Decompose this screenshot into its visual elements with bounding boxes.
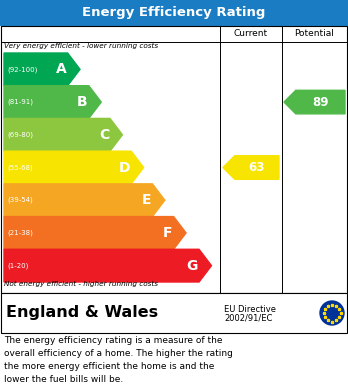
Text: EU Directive: EU Directive	[224, 305, 276, 314]
Text: (39-54): (39-54)	[7, 197, 33, 203]
Polygon shape	[4, 249, 212, 282]
Bar	[1, 293, 347, 333]
Text: (81-91): (81-91)	[7, 99, 33, 105]
Text: Potential: Potential	[294, 29, 334, 38]
Text: Very energy efficient - lower running costs: Very energy efficient - lower running co…	[4, 43, 158, 49]
Polygon shape	[4, 217, 186, 249]
Text: E: E	[142, 193, 151, 207]
Text: Current: Current	[234, 29, 268, 38]
Text: D: D	[119, 160, 130, 174]
Text: (21-38): (21-38)	[7, 230, 33, 236]
Text: 63: 63	[249, 161, 265, 174]
Text: (55-68): (55-68)	[7, 164, 33, 171]
Text: Energy Efficiency Rating: Energy Efficiency Rating	[82, 6, 266, 19]
Text: (69-80): (69-80)	[7, 131, 33, 138]
Text: F: F	[163, 226, 173, 240]
Polygon shape	[223, 156, 279, 179]
Polygon shape	[4, 53, 80, 86]
Text: G: G	[187, 258, 198, 273]
Circle shape	[320, 301, 344, 325]
Bar	[1, 26, 347, 293]
Text: B: B	[77, 95, 88, 109]
Text: The energy efficiency rating is a measure of the
overall efficiency of a home. T: The energy efficiency rating is a measur…	[4, 336, 233, 384]
Text: A: A	[56, 62, 66, 76]
Bar	[0, 0, 348, 25]
Text: England & Wales: England & Wales	[6, 305, 158, 321]
Polygon shape	[4, 184, 165, 217]
Text: C: C	[99, 128, 109, 142]
Text: 89: 89	[312, 95, 329, 109]
Polygon shape	[4, 86, 101, 118]
Text: 2002/91/EC: 2002/91/EC	[224, 314, 272, 323]
Text: (92-100): (92-100)	[7, 66, 37, 73]
Polygon shape	[284, 90, 345, 114]
Polygon shape	[4, 151, 144, 184]
Text: (1-20): (1-20)	[7, 262, 29, 269]
Text: Not energy efficient - higher running costs: Not energy efficient - higher running co…	[4, 281, 158, 287]
Polygon shape	[4, 118, 122, 151]
